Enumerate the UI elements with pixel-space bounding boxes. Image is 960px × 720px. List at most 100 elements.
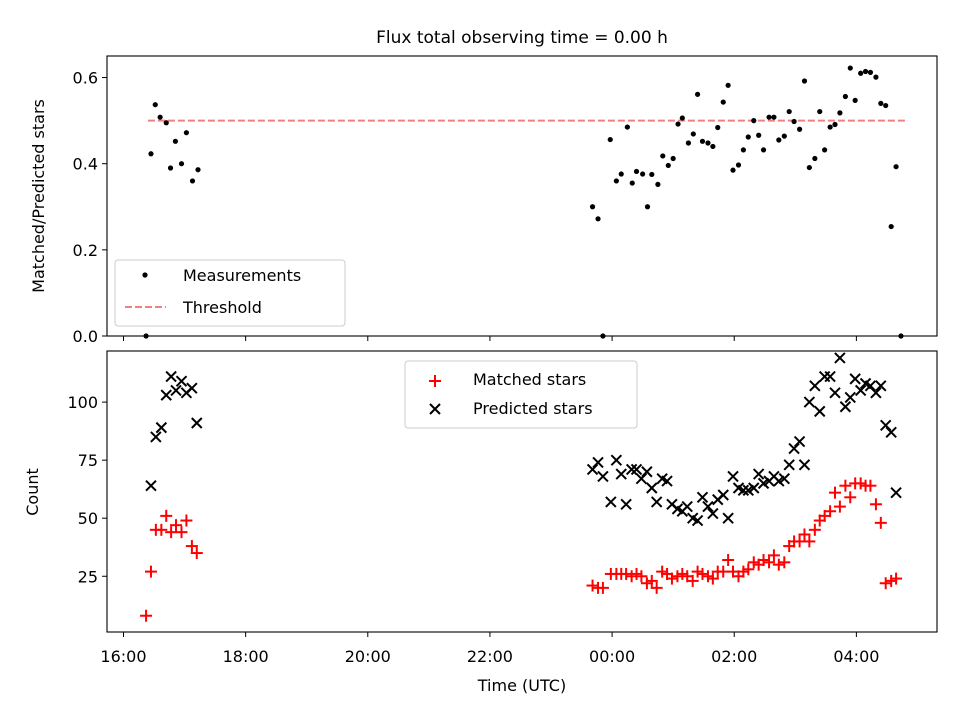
- legend-threshold-label: Threshold: [182, 298, 262, 317]
- measurement-point: [827, 124, 833, 130]
- predicted-star-point: [696, 491, 709, 504]
- measurement-point: [873, 74, 879, 80]
- matched-star-point: [869, 498, 882, 511]
- measurement-point: [195, 167, 201, 173]
- matched-star-point: [763, 556, 776, 569]
- measurement-point: [786, 108, 792, 115]
- predicted-star-point: [778, 473, 791, 485]
- legend-matched-marker: [429, 375, 441, 387]
- matched-star-point: [808, 523, 821, 536]
- measurement-point: [740, 147, 746, 153]
- measurement-point: [735, 162, 742, 168]
- measurement-point: [624, 124, 630, 130]
- measurement-point: [152, 102, 158, 108]
- matched-star-point: [160, 509, 173, 522]
- measurement-point: [822, 147, 828, 153]
- top-y-tick-label: 0.6: [73, 69, 98, 88]
- measurement-point: [842, 93, 848, 100]
- predicted-star-point: [150, 431, 162, 443]
- bottom-legend-box: [404, 360, 638, 429]
- matched-star-point: [635, 570, 648, 583]
- top-y-tick-label: 0.0: [73, 327, 98, 346]
- measurement-point: [665, 162, 671, 169]
- measurement-point: [183, 130, 189, 136]
- predicted-star-point: [798, 459, 811, 471]
- predicted-star-point: [834, 352, 846, 364]
- measurement-point: [172, 138, 179, 144]
- top-y-tick-label: 0.4: [73, 155, 98, 174]
- legend-predicted-label: Predicted stars: [473, 399, 593, 418]
- matched-star-point: [829, 486, 842, 499]
- measurement-point: [613, 178, 619, 184]
- predicted-star-point: [752, 468, 765, 480]
- predicted-star-point: [597, 470, 609, 483]
- top-panel: 0.0 0.2 0.4 0.6 Matched/Predicted stars Mea…: [29, 55, 938, 346]
- predicted-star-point: [145, 479, 157, 492]
- matched-star-point: [772, 558, 785, 571]
- predicted-star-point: [605, 496, 617, 508]
- matched-star-point: [706, 572, 719, 585]
- matched-star-point: [803, 535, 816, 548]
- bottom-y-tick-label: 75: [78, 451, 98, 470]
- matched-star-point: [596, 581, 609, 594]
- predicted-star-point: [635, 473, 648, 485]
- measurement-point: [694, 91, 701, 97]
- measurement-points: [143, 65, 904, 339]
- predicted-star-point: [844, 391, 856, 404]
- predicted-star-point: [170, 384, 182, 397]
- legend-measurements-marker: [142, 272, 148, 278]
- matched-star-point: [144, 565, 157, 578]
- predicted-star-point: [186, 382, 198, 394]
- matched-star-point: [696, 567, 709, 580]
- measurement-point: [751, 118, 757, 124]
- measurement-point: [157, 114, 163, 120]
- predicted-star-point: [824, 370, 836, 383]
- legend-matched-label: Matched stars: [473, 370, 586, 389]
- measurement-point: [715, 124, 721, 131]
- measurement-point: [888, 223, 894, 230]
- measurement-point: [837, 110, 843, 116]
- top-x-ticks: [122, 336, 857, 341]
- measurement-point: [760, 147, 767, 153]
- predicted-star-point: [864, 380, 877, 392]
- matched-star-point: [839, 479, 852, 492]
- predicted-star-point: [625, 463, 638, 476]
- predicted-star-point: [615, 468, 627, 480]
- measurement-point: [670, 155, 676, 162]
- measurement-point: [878, 100, 884, 106]
- matched-star-point: [665, 572, 678, 585]
- predicted-star-point: [783, 459, 795, 471]
- measurement-point: [633, 168, 640, 175]
- measurement-point: [791, 118, 797, 125]
- measurement-point: [148, 151, 154, 157]
- top-legend: Measurements Threshold: [114, 259, 346, 327]
- matched-star-point: [170, 519, 183, 532]
- matched-star-point: [844, 491, 857, 504]
- measurement-point: [796, 126, 803, 132]
- measurement-point: [675, 121, 681, 127]
- x-tick-label: 16:00: [100, 647, 146, 666]
- measurement-point: [589, 204, 596, 210]
- x-tick-label: 02:00: [711, 647, 757, 666]
- measurement-point: [705, 140, 711, 146]
- measurement-point: [618, 171, 624, 177]
- matched-star-point: [180, 514, 193, 527]
- predicted-star-point: [829, 387, 841, 399]
- measurement-point: [710, 143, 716, 150]
- bottom-panel: 25 50 75 100 16:00 18:00 20:00 22:00 00:00 02:00…: [23, 350, 938, 695]
- measurement-point: [858, 70, 864, 76]
- predicted-star-point: [870, 387, 882, 399]
- measurement-point: [655, 181, 661, 187]
- measurement-point: [730, 167, 736, 173]
- measurement-point: [883, 102, 889, 109]
- measurement-point: [607, 136, 613, 143]
- predicted-star-point: [155, 421, 168, 434]
- predicted-star-point: [803, 396, 816, 408]
- measurement-point: [867, 69, 874, 75]
- measurement-point: [660, 153, 666, 159]
- matched-star-point: [185, 540, 198, 553]
- matched-star-point: [742, 563, 755, 576]
- x-tick-label: 18:00: [223, 647, 269, 666]
- matched-star-point: [175, 526, 188, 539]
- predicted-star-point: [793, 435, 806, 448]
